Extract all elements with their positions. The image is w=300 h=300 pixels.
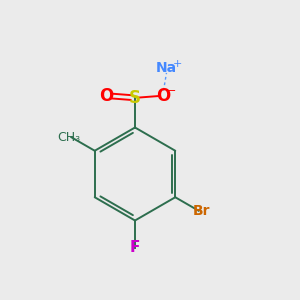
Text: CH₃: CH₃ [57, 131, 80, 144]
Text: O: O [99, 87, 114, 105]
Text: Br: Br [193, 204, 210, 218]
Text: F: F [130, 240, 140, 255]
Text: Na: Na [156, 61, 177, 74]
Text: O: O [156, 87, 171, 105]
Text: −: − [167, 85, 177, 96]
Text: +: + [173, 59, 183, 69]
Text: S: S [129, 88, 141, 106]
